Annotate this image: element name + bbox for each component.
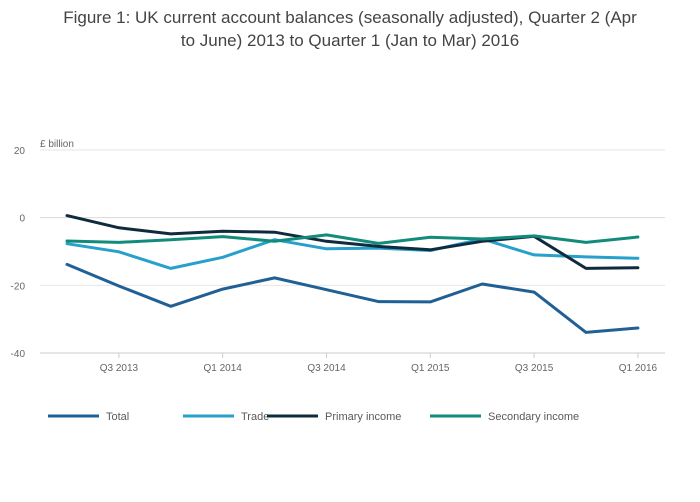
x-tick-label: Q1 2015 bbox=[411, 363, 450, 374]
legend-label: Total bbox=[106, 411, 129, 423]
legend-label: Trade bbox=[241, 411, 269, 423]
series-line-secondary-income bbox=[65, 233, 640, 245]
chart-title-line-1: Figure 1: UK current account balances (s… bbox=[63, 8, 637, 27]
chart-title-line-2: to June) 2013 to Quarter 1 (Jan to Mar) … bbox=[180, 31, 520, 50]
x-tick-label: Q1 2016 bbox=[619, 363, 658, 374]
legend-item-primary-income[interactable]: Primary income bbox=[267, 411, 401, 423]
y-tick-label: -40 bbox=[11, 349, 26, 360]
x-tick-label: Q3 2014 bbox=[307, 363, 346, 374]
chart-title: Figure 1: UK current account balances (s… bbox=[0, 6, 700, 52]
series-line-total bbox=[65, 262, 640, 334]
legend: Total Trade Primary income Secondary income bbox=[48, 411, 579, 423]
axes: 20 0 -20 -40 Q3 2013 Q1 2014 Q3 2014 Q1 2015 Q3 … bbox=[11, 146, 665, 374]
y-tick-label: -20 bbox=[11, 281, 26, 292]
legend-item-secondary-income[interactable]: Secondary income bbox=[430, 411, 579, 423]
series-line-primary-income bbox=[65, 214, 640, 270]
legend-item-total[interactable]: Total bbox=[48, 411, 129, 423]
legend-label: Primary income bbox=[325, 411, 401, 423]
x-tick-label: Q3 2015 bbox=[515, 363, 554, 374]
series-lines bbox=[65, 214, 640, 334]
series-line-trade bbox=[65, 237, 640, 270]
y-tick-label: 20 bbox=[14, 146, 26, 157]
y-axis-unit-label: £ billion bbox=[40, 139, 74, 150]
legend-label: Secondary income bbox=[488, 411, 579, 423]
y-tick-label: 0 bbox=[19, 214, 25, 225]
legend-item-trade[interactable]: Trade bbox=[183, 411, 269, 423]
x-tick-label: Q3 2013 bbox=[100, 363, 139, 374]
x-tick-label: Q1 2014 bbox=[204, 363, 243, 374]
